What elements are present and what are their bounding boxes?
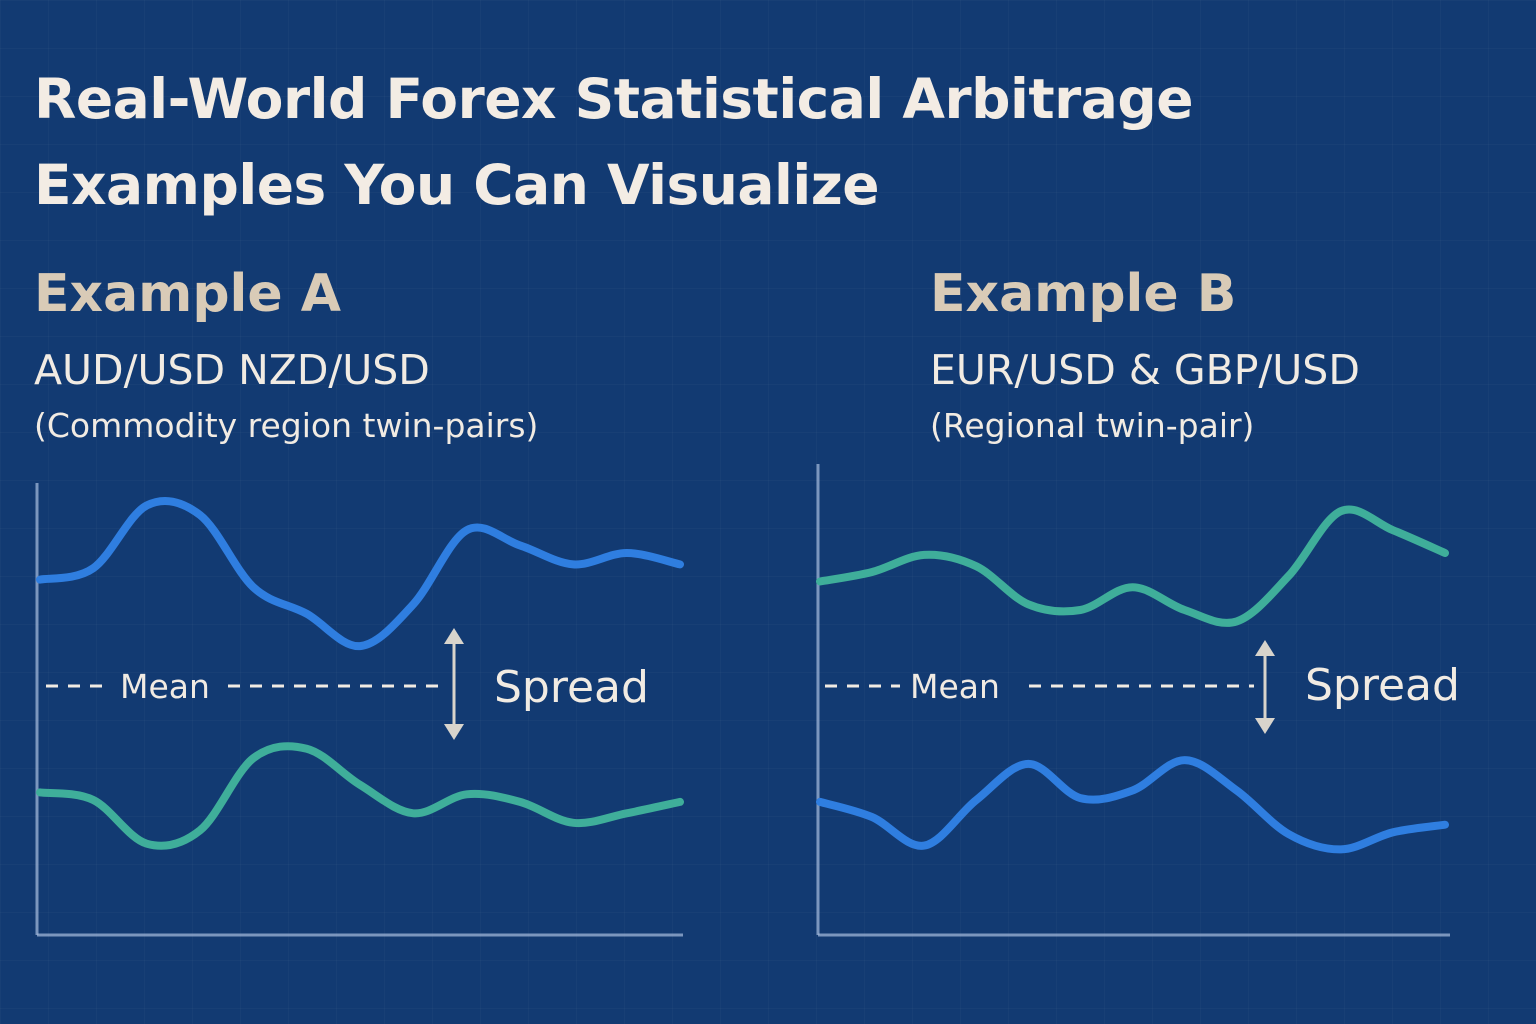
series-line-upper (36, 497, 684, 651)
example-b-heading: Example B (930, 264, 1237, 324)
mean-label: Mean (120, 667, 210, 706)
example-a-description: (Commodity region twin-pairs) (34, 406, 539, 445)
spread-arrow-up-head (1255, 640, 1275, 656)
series-line-upper (816, 505, 1449, 627)
example-b-description: (Regional twin-pair) (930, 406, 1255, 445)
spread-label: Spread (1305, 660, 1460, 711)
series-line-lower (816, 756, 1449, 854)
example-b-pairs: EUR/USD & GBP/USD (930, 346, 1360, 394)
page-title-line-1: Real-World Forex Statistical Arbitrage (34, 67, 1194, 131)
example-a-pairs: AUD/USD NZD/USD (34, 346, 430, 394)
series-line-lower (36, 742, 684, 850)
page-title-line-2: Examples You Can Visualize (34, 153, 880, 217)
mean-label: Mean (910, 667, 1000, 706)
spread-arrow-up-head (444, 628, 464, 644)
spread-arrow-down-head (444, 724, 464, 740)
example-a-heading: Example A (34, 264, 341, 324)
page-title: Real-World Forex Statistical Arbitrage E… (34, 56, 1494, 228)
spread-arrow-down-head (1255, 718, 1275, 734)
spread-label: Spread (494, 662, 649, 713)
